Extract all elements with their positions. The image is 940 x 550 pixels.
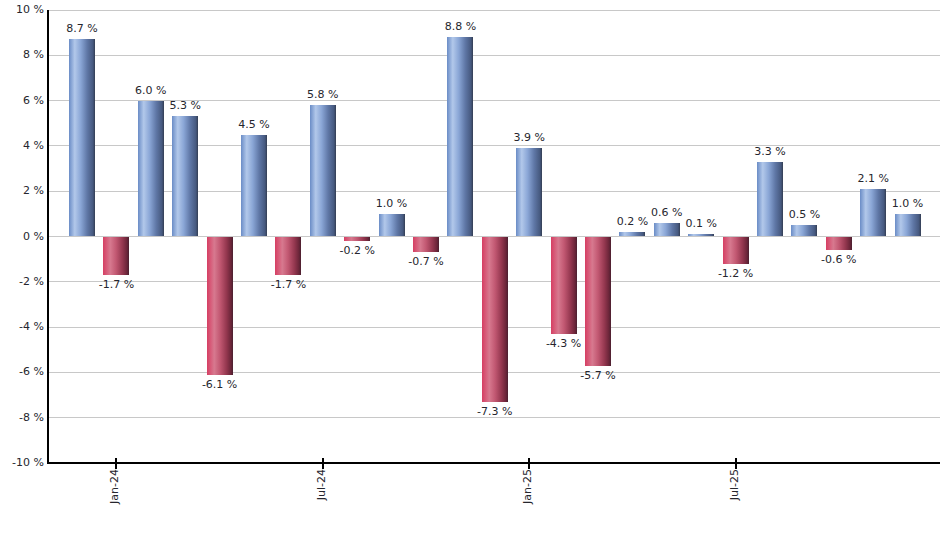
y-tick-label: 0 % [0,230,44,244]
x-tick-mark [115,458,117,469]
x-tick-label: Jan-25 [521,469,535,504]
bar [275,237,301,276]
bar [69,39,95,236]
x-axis-line [47,462,940,464]
y-axis-line [47,10,49,463]
bar [551,237,577,334]
x-tick-label: Jan-24 [108,469,122,504]
bar [138,101,164,237]
bar-value-label: 2.1 % [841,172,905,186]
x-tick-mark [322,458,324,469]
bar [379,214,405,237]
monthly-returns-bar-chart: 10 % 8 % 6 % 4 % 2 % 0 % -2 % -4 % -6 % -8 % -10 %… [0,0,940,550]
bar-value-label: 8.7 % [50,22,114,36]
gridline [48,10,940,11]
y-tick-label: -2 % [0,275,44,289]
bar [241,135,267,237]
bar [207,237,233,375]
y-tick-label: 8 % [0,48,44,62]
bar [413,237,439,253]
bar-value-label: 4.5 % [222,118,286,132]
bar [310,105,336,236]
y-tick-label: -8 % [0,411,44,425]
y-tick-label: 10 % [0,3,44,17]
y-tick-label: -10 % [0,456,44,470]
y-tick-label: 2 % [0,184,44,198]
bar-value-label: 8.8 % [428,20,492,34]
x-tick-label: Jul-25 [728,469,742,500]
bar-value-label: -5.7 % [566,369,630,383]
bar-value-label: -0.7 % [394,255,458,269]
bar [344,237,370,242]
bar [516,148,542,236]
bar-value-label: 1.0 % [876,197,940,211]
bar-value-label: -7.3 % [463,405,527,419]
bar-value-label: 6.0 % [119,84,183,98]
bar [482,237,508,402]
bar-value-label: 1.0 % [360,197,424,211]
bar-value-label: -1.2 % [704,267,768,281]
bar [826,237,852,251]
bar [791,225,817,236]
bar-value-label: 5.8 % [291,88,355,102]
x-tick-mark [735,458,737,469]
bar [688,234,714,236]
y-tick-label: 6 % [0,94,44,108]
y-tick-label: -6 % [0,365,44,379]
bar-value-label: 5.3 % [153,99,217,113]
bar-value-label: -1.7 % [84,278,148,292]
bar-value-label: -0.6 % [807,253,871,267]
bar [172,116,198,236]
bar [757,162,783,237]
bar [895,214,921,237]
bar-value-label: 0.1 % [669,217,733,231]
bar-value-label: 3.9 % [497,131,561,145]
bar-value-label: -6.1 % [188,378,252,392]
bar-value-label: -0.2 % [325,244,389,258]
bar [447,37,473,236]
gridline [48,55,940,56]
x-tick-mark [528,458,530,469]
bar [619,232,645,237]
bar-value-label: 0.5 % [772,208,836,222]
y-tick-label: -4 % [0,320,44,334]
y-tick-label: 4 % [0,139,44,153]
bar [585,237,611,366]
x-tick-label: Jul-24 [315,469,329,500]
bar [723,237,749,264]
bar-value-label: 3.3 % [738,145,802,159]
bar-value-label: -1.7 % [256,278,320,292]
bar [103,237,129,276]
